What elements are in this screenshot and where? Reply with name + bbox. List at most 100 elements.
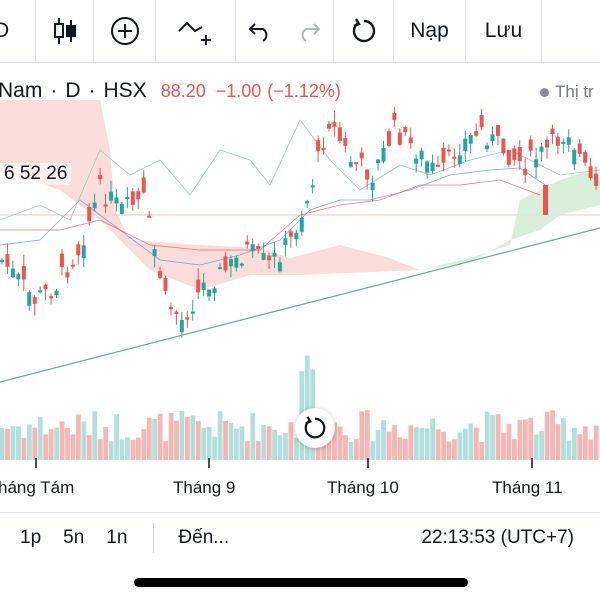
time-axis[interactable]: háng Tám Tháng 9 Tháng 10 Tháng 11 <box>0 468 600 508</box>
range-1n-button[interactable]: 1n <box>106 527 128 548</box>
volume-bar <box>506 423 512 460</box>
candle-body <box>190 311 195 314</box>
volume-bar <box>566 440 572 460</box>
volume-bar <box>114 414 119 460</box>
reload-button[interactable] <box>334 0 394 62</box>
volume-bar <box>294 437 299 460</box>
volume-bar <box>103 426 109 460</box>
indicator-status-dot <box>540 88 549 98</box>
candle-body <box>436 164 440 167</box>
volume-bar <box>228 422 234 460</box>
candle-body <box>490 134 495 141</box>
volume-bar <box>539 431 545 460</box>
volume-bar <box>76 414 81 460</box>
volume-bar <box>168 413 174 460</box>
candle-body <box>474 131 479 136</box>
price-chart[interactable] <box>0 62 600 468</box>
candle-body <box>555 136 560 146</box>
undo-icon <box>248 23 268 42</box>
save-layout-label: Lưu <box>484 19 523 42</box>
candle-body <box>256 245 261 249</box>
volume-bar <box>32 427 38 460</box>
volume-bar <box>217 411 223 460</box>
volume-bar <box>43 434 49 460</box>
candle-body <box>43 284 48 290</box>
last-price: 88.20 <box>160 80 206 101</box>
indicators-button[interactable] <box>36 0 94 62</box>
candle-body <box>70 264 75 267</box>
candle-body <box>370 182 375 191</box>
candle-body <box>179 319 184 333</box>
volume-bar <box>577 434 583 460</box>
volume-bar <box>81 421 87 460</box>
time-axis-label: háng Tám <box>0 478 75 497</box>
symbol-interval: D <box>65 79 81 102</box>
candle-body <box>147 215 152 218</box>
time-axis-label: Tháng 11 <box>492 478 563 497</box>
ichimoku-conversion-line <box>0 167 546 266</box>
time-axis-label: Tháng 10 <box>327 478 399 497</box>
reset-chart-button[interactable] <box>295 408 335 448</box>
candle-body <box>425 161 430 173</box>
candle-body <box>381 148 386 162</box>
candle-body <box>196 279 201 293</box>
candle-body <box>512 148 517 160</box>
candle-body <box>114 197 119 204</box>
candle-body <box>321 147 326 150</box>
add-button[interactable] <box>94 0 156 62</box>
candle-body <box>310 185 315 188</box>
ichimoku-values[interactable]: 6 52 26 <box>0 163 72 185</box>
candle-body <box>16 274 21 280</box>
indicator-legend[interactable]: Thị tr <box>540 82 594 102</box>
home-indicator <box>134 578 468 587</box>
volume-bar <box>37 417 43 460</box>
candle-body <box>81 245 86 259</box>
candle-body <box>523 168 528 175</box>
volume-bar <box>179 411 185 460</box>
candle-body <box>348 161 353 167</box>
candle-body <box>572 149 577 165</box>
interval-button[interactable]: D <box>0 0 36 62</box>
candle-body <box>239 263 244 266</box>
volume-bar <box>266 426 272 460</box>
volume-bar <box>479 441 485 460</box>
volume-bar <box>119 439 125 460</box>
timezone-clock[interactable]: 22:13:53 (UTC+7) <box>421 527 574 548</box>
candle-body <box>218 267 222 270</box>
range-5n-button[interactable]: 5n <box>63 527 85 548</box>
toolbar-spacer <box>542 0 600 62</box>
candle-body <box>141 177 146 193</box>
volume-bar <box>501 432 506 460</box>
symbol-name[interactable]: Nam <box>0 79 43 102</box>
save-layout-button[interactable]: Lưu <box>466 0 542 62</box>
range-1p-button[interactable]: 1p <box>20 527 42 548</box>
candle-body <box>185 317 190 320</box>
candle-body <box>430 162 435 172</box>
candle-body <box>212 288 217 294</box>
volume-bar <box>108 441 114 460</box>
candle-body <box>54 290 59 296</box>
price-change: −1.00 <box>215 80 262 101</box>
candle-body <box>468 134 473 144</box>
bottom-divider <box>153 523 155 553</box>
candle-body <box>495 125 500 137</box>
load-layout-button[interactable]: Nạp <box>394 0 466 62</box>
volume-bar <box>54 427 59 460</box>
candle-body <box>365 169 370 180</box>
ichimoku-cloud-bearish <box>0 100 420 290</box>
volume-bar <box>141 429 147 460</box>
redo-button[interactable] <box>284 0 334 62</box>
volume-bar <box>212 436 218 460</box>
undo-button[interactable] <box>236 0 284 62</box>
candle-body <box>419 150 424 160</box>
candle-body <box>343 138 348 146</box>
volume-bar <box>272 429 277 460</box>
volume-bar <box>348 441 354 460</box>
candle-body <box>49 296 54 299</box>
volume-bar <box>146 417 152 460</box>
candle-body <box>163 277 168 291</box>
candle-body <box>566 137 571 145</box>
goto-date-button[interactable]: Đến... <box>178 527 230 548</box>
volume-bar <box>588 439 594 460</box>
drawing-tools-button[interactable] <box>156 0 236 62</box>
